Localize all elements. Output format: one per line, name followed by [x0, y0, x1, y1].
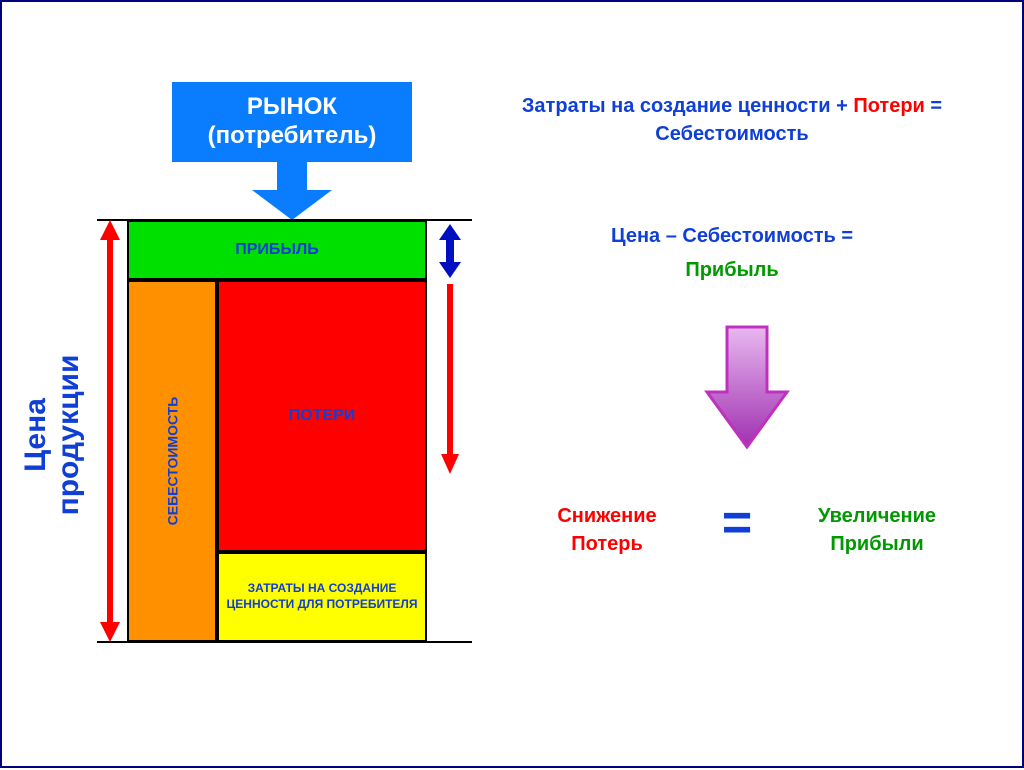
cost-column-label: СЕБЕСТОИМОСТЬ — [164, 397, 180, 526]
price-arrow-icon — [100, 220, 120, 642]
conclusion-right: Увеличение Прибыли — [792, 502, 962, 558]
value-cost-block: ЗАТРАТЫ НА СОЗДАНИЕ ЦЕННОСТИ ДЛЯ ПОТРЕБИ… — [217, 552, 427, 642]
formula-2: Цена – Себестоимость = Прибыль — [562, 222, 902, 284]
f1-part2: Потери — [853, 95, 925, 117]
losses-label: ПОТЕРИ — [289, 407, 356, 425]
diagram-root: Ценапродукции РЫНОК (потребитель) ПРИБЫЛ… — [2, 2, 1022, 766]
losses-block: ПОТЕРИ — [217, 280, 427, 552]
purple-arrow-icon — [702, 322, 792, 452]
cost-column-block: СЕБЕСТОИМОСТЬ — [127, 280, 217, 642]
blue-double-arrow-icon — [439, 224, 461, 278]
f2-part2: Прибыль — [562, 256, 902, 284]
conclusion-right-text: Увеличение Прибыли — [818, 505, 936, 555]
red-down-arrow-icon — [441, 284, 459, 474]
profit-label: ПРИБЫЛЬ — [235, 241, 319, 259]
f1-part1: Затраты на создание ценности + — [522, 95, 853, 117]
f2-part1: Цена – Себестоимость = — [562, 222, 902, 250]
conclusion-equals: = — [707, 487, 767, 560]
formula-1: Затраты на создание ценности + Потери = … — [512, 92, 952, 148]
value-cost-label: ЗАТРАТЫ НА СОЗДАНИЕ ЦЕННОСТИ ДЛЯ ПОТРЕБИ… — [223, 581, 421, 612]
equals-sign: = — [722, 494, 752, 552]
conclusion-left: Снижение Потерь — [532, 502, 682, 558]
conclusion-left-text: Снижение Потерь — [557, 505, 656, 555]
profit-block: ПРИБЫЛЬ — [127, 220, 427, 280]
